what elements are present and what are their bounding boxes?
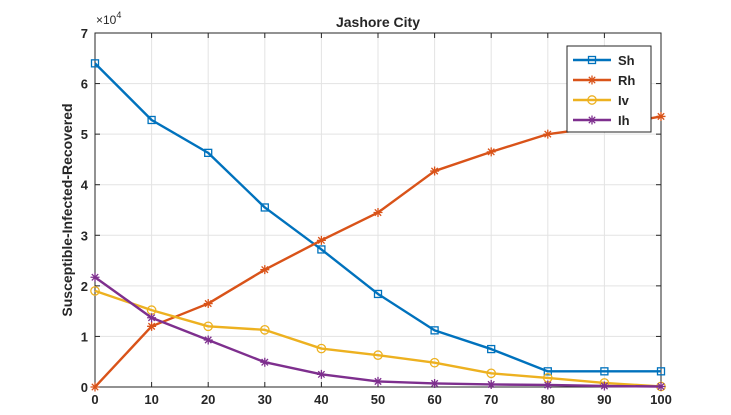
data-point-rh	[430, 166, 440, 176]
data-point-ih	[90, 272, 100, 282]
y-axis-exponent: ×104	[96, 10, 121, 27]
data-point-ih	[656, 381, 666, 391]
series-sh	[90, 59, 666, 376]
x-tick-label: 40	[314, 392, 328, 407]
data-point-rh	[203, 299, 213, 309]
data-point-ih	[373, 376, 383, 386]
data-point-iv	[203, 321, 214, 332]
data-point-rh	[486, 147, 496, 157]
y-tick-label: 7	[81, 26, 88, 41]
legend-marker	[587, 55, 597, 65]
data-point-sh	[430, 326, 439, 335]
series-line-sh	[94, 62, 661, 373]
y-axis-label: Susceptible-Infected-Recovered	[59, 103, 75, 316]
data-point-ih	[599, 381, 609, 391]
x-tick-label: 100	[650, 392, 672, 407]
x-tick-label: 70	[484, 392, 498, 407]
y-tick-label: 1	[81, 329, 88, 344]
legend-label: Ih	[618, 113, 630, 128]
legend-entry-ih: Ih	[573, 113, 630, 128]
data-point-sh	[543, 367, 552, 376]
chart-title: Jashore City	[336, 14, 420, 30]
data-point-ih	[486, 379, 496, 389]
data-point-rh	[90, 382, 100, 392]
data-point-ih	[316, 369, 326, 379]
data-point-ih	[430, 378, 440, 388]
data-point-sh	[600, 367, 609, 376]
data-point-sh	[260, 203, 269, 212]
legend-label: Iv	[618, 93, 630, 108]
legend-entry-sh: Sh	[573, 53, 635, 68]
x-tick-label: 50	[371, 392, 385, 407]
x-tick-label: 10	[144, 392, 158, 407]
data-point-sh	[90, 59, 100, 68]
data-point-rh	[543, 129, 553, 139]
legend: Sh Rh Iv Ih	[566, 45, 652, 133]
tick-labels: 0 10 20 30 40 50 60 70 80 90 100 0 1 2 3 4 5 6 7	[81, 26, 672, 407]
data-point-rh	[316, 235, 326, 245]
data-point-sh	[373, 289, 383, 299]
data-point-rh	[656, 111, 666, 121]
legend-label: Sh	[618, 53, 635, 68]
y-tick-label: 6	[81, 77, 88, 92]
data-point-ih	[203, 335, 213, 345]
data-point-ih	[147, 313, 157, 323]
data-point-iv	[90, 286, 100, 296]
data-point-ih	[260, 357, 270, 367]
data-point-rh	[373, 208, 383, 218]
legend-marker	[587, 115, 597, 125]
y-tick-label: 5	[81, 127, 88, 142]
y-tick-label: 3	[81, 228, 88, 243]
data-point-iv	[373, 350, 383, 360]
data-point-iv	[316, 343, 327, 354]
data-point-sh	[656, 367, 666, 376]
x-tick-label: 30	[258, 392, 272, 407]
data-point-ih	[543, 380, 553, 390]
x-tick-label: 60	[427, 392, 441, 407]
data-point-iv	[486, 368, 497, 379]
x-tick-label: 20	[201, 392, 215, 407]
legend-marker	[587, 95, 597, 105]
x-tick-label: 90	[597, 392, 611, 407]
legend-marker	[587, 75, 597, 85]
data-point-sh	[204, 148, 213, 158]
x-tick-label: 0	[91, 392, 98, 407]
series-line-iv	[94, 289, 662, 388]
data-point-rh	[147, 321, 157, 331]
y-tick-label: 0	[81, 380, 88, 395]
data-point-sh	[147, 115, 156, 125]
series-iv	[90, 286, 666, 392]
y-axis-exponent-base: ×10	[96, 13, 117, 27]
series-ih	[90, 272, 666, 391]
data-point-sh	[487, 344, 496, 354]
y-tick-label: 2	[81, 279, 88, 294]
legend-entry-iv: Iv	[573, 93, 630, 108]
y-tick-label: 4	[81, 178, 89, 193]
x-tick-label: 80	[541, 392, 555, 407]
data-point-iv	[429, 357, 440, 368]
data-point-sh	[317, 245, 326, 254]
legend-entry-rh: Rh	[573, 73, 635, 88]
y-axis-exponent-power: 4	[116, 10, 121, 20]
legend-label: Rh	[618, 73, 635, 88]
data-point-iv	[259, 325, 270, 335]
data-point-rh	[260, 265, 270, 275]
